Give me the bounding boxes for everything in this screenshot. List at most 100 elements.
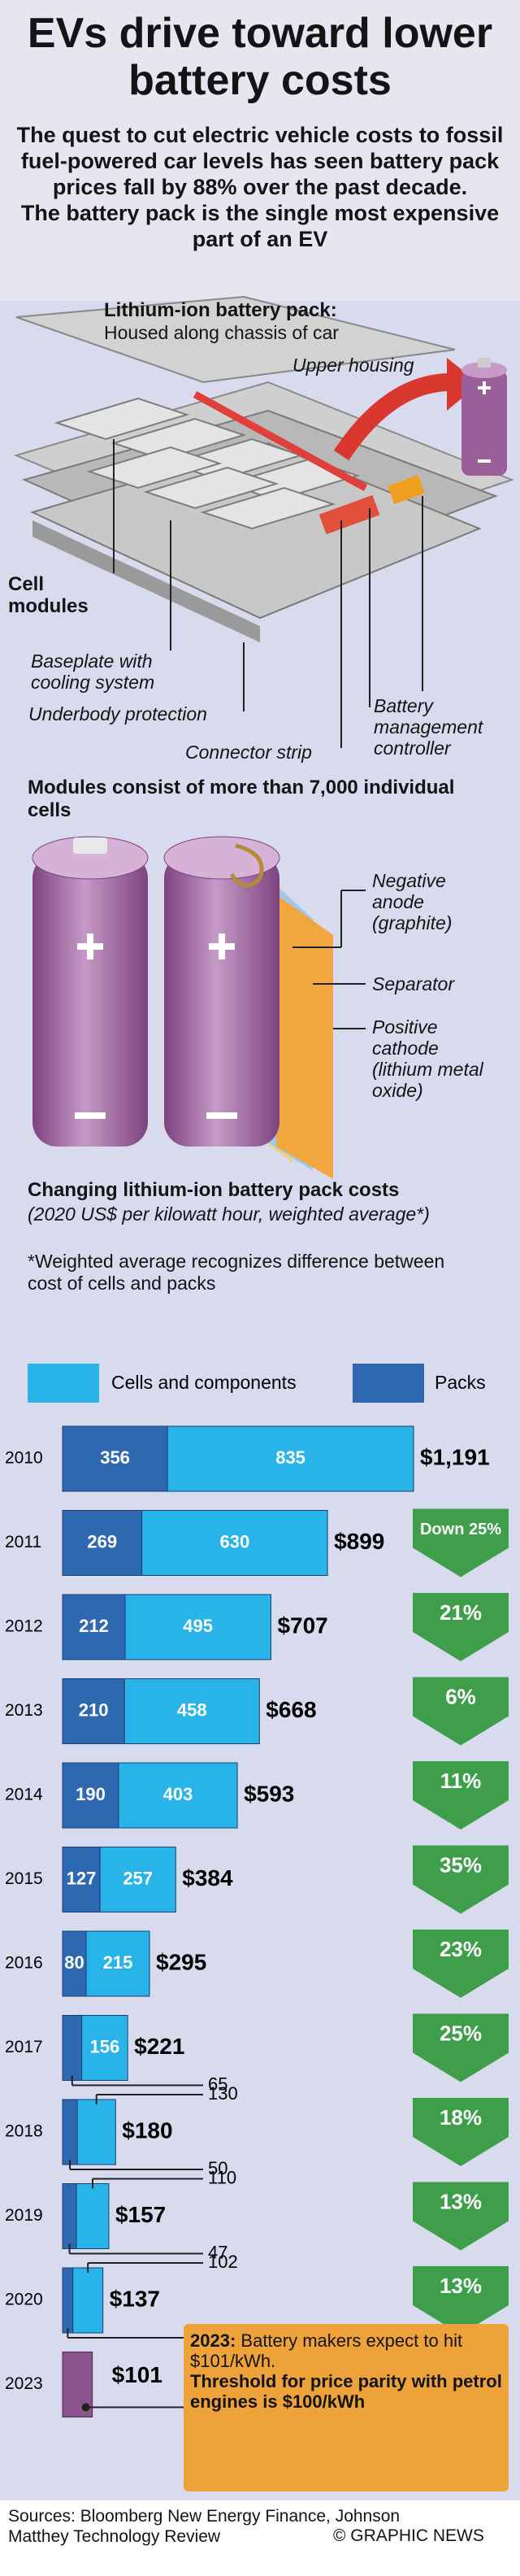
cell-label: Positive cathode (lithium metal oxide) [372, 1016, 483, 1101]
value-label: 257 [123, 1868, 153, 1888]
change-badge [413, 2182, 509, 2251]
label: Cell modules [8, 573, 89, 617]
change-badge [413, 1930, 509, 1998]
label: Battery management controller [374, 695, 483, 759]
y-tick-label: 2017 [5, 2038, 43, 2056]
change-label: Down 25% [420, 1521, 501, 1538]
value-label: 356 [100, 1447, 130, 1468]
change-label: 21% [440, 1600, 482, 1625]
label: Connector strip [185, 742, 312, 763]
chart-subtitle: (2020 US$ per kilowatt hour, weighted av… [28, 1203, 430, 1225]
bar [72, 2267, 104, 2334]
change-label: 13% [440, 2189, 482, 2213]
chart-title: Changing lithium-ion battery pack costs [28, 1179, 400, 1201]
bar [62, 1847, 101, 1912]
value-label: 630 [219, 1531, 249, 1551]
value-label: 80 [64, 1952, 84, 1973]
bar [62, 1594, 126, 1660]
header-bg [0, 0, 520, 301]
value-label: 269 [87, 1531, 117, 1551]
value-label: 130 [208, 2083, 238, 2104]
bar [167, 1425, 414, 1492]
cell-label: Separator [372, 973, 455, 994]
title: EVs drive toward lower battery costs [27, 10, 493, 104]
change-label: 13% [440, 2274, 482, 2298]
value-label: 65 [208, 2073, 228, 2094]
legend-swatch [353, 1364, 424, 1403]
pack-title: Lithium-ion battery pack: [104, 299, 337, 321]
connector-dot [81, 2403, 90, 2412]
bar [62, 1510, 143, 1576]
value-label: 127 [67, 1868, 97, 1888]
y-tick-label: 2020 [5, 2291, 43, 2309]
value-label: 212 [79, 1616, 109, 1636]
bar [62, 2267, 74, 2334]
legend-label: Cells and components [111, 1372, 297, 1393]
y-tick-label: 2015 [5, 1869, 43, 1888]
value-label: 215 [103, 1952, 133, 1973]
intro-text: The battery pack is the single most expe… [20, 201, 500, 251]
value-label: 102 [208, 2252, 238, 2272]
y-tick-label: 2011 [5, 1533, 41, 1551]
chart: 2010 356 835 $1,191 2011 269 630 $899 2012 212 495… [5, 1425, 509, 2417]
bar [141, 1510, 328, 1576]
y-tick-label: 2019 [5, 2206, 43, 2225]
bar [81, 2015, 128, 2081]
chart-note: *Weighted average recognizes difference … [28, 1251, 445, 1294]
y-tick-label: 2014 [5, 1786, 43, 1804]
total-label: $180 [122, 2117, 172, 2143]
bar [76, 2099, 116, 2165]
value-label: 47 [208, 2242, 228, 2262]
total-label: $101 [112, 2362, 162, 2387]
total-label: $384 [182, 1865, 233, 1891]
bar [62, 2183, 77, 2249]
total-label: $1,191 [420, 1444, 490, 1469]
cell-illustration [32, 836, 366, 1179]
y-tick-label: 2018 [5, 2122, 43, 2141]
pack-subtitle: Housed along chassis of car [104, 322, 339, 343]
total-label: $221 [134, 2034, 184, 2059]
legend-swatch [28, 1364, 99, 1403]
annotation-emphasis: Threshold for price parity with petrol e… [190, 2371, 502, 2412]
value-label: 495 [183, 1616, 213, 1636]
change-label: 23% [440, 1937, 482, 1961]
change-badge [413, 1593, 509, 1661]
total-label: $899 [334, 1529, 384, 1554]
sources: Sources: Bloomberg New Energy Finance, J… [8, 2507, 401, 2546]
value-label: 110 [208, 2167, 236, 2187]
total-label: $593 [244, 1781, 294, 1806]
bar [62, 1425, 168, 1492]
cells-title: Modules consist of more than 7,000 indiv… [28, 777, 455, 821]
bar [118, 1762, 238, 1829]
change-label: 35% [440, 1852, 482, 1877]
total-label: $295 [156, 1949, 206, 1974]
bar [124, 1594, 271, 1660]
change-badge [413, 1677, 509, 1746]
bar [62, 2015, 83, 2081]
value-label: 403 [163, 1784, 193, 1804]
legend: Cells and components Packs [28, 1364, 486, 1403]
bar [124, 1678, 260, 1744]
credit: © GRAPHIC NEWS [333, 2526, 484, 2545]
change-label: 25% [440, 2021, 482, 2045]
annotation: 2023: Battery makers expect to hit $101/… [184, 2324, 509, 2491]
value-label: 210 [79, 1699, 109, 1720]
total-label: $137 [110, 2286, 160, 2311]
total-label: $157 [115, 2202, 166, 2227]
total-label: $668 [266, 1697, 316, 1722]
change-badge [413, 2266, 509, 2334]
total-label: $707 [277, 1612, 327, 1638]
bar [62, 1678, 125, 1744]
change-badge [413, 2013, 509, 2082]
bar [85, 1930, 150, 1997]
annotation-text: Battery makers expect to hit $101/kWh. [190, 2330, 463, 2371]
y-tick-label: 2023 [5, 2374, 43, 2393]
bar [76, 2183, 110, 2249]
change-badge [413, 1508, 509, 1577]
change-label: 18% [440, 2105, 482, 2130]
value-label: 835 [275, 1447, 306, 1468]
label: Underbody protection [28, 703, 207, 724]
value-label: 190 [76, 1784, 106, 1804]
intro-text: The quest to cut electric vehicle costs … [16, 123, 504, 199]
